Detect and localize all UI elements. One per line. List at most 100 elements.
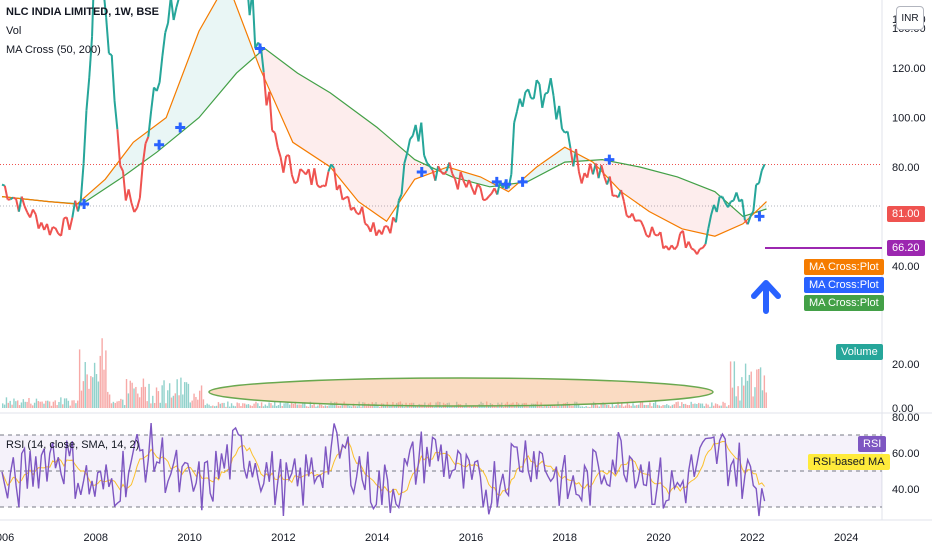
volume-bar	[283, 403, 285, 408]
price-segment	[707, 214, 713, 229]
price-segment	[364, 222, 369, 227]
up-arrow-annotation	[751, 280, 781, 314]
volume-bar	[611, 402, 614, 408]
volume-bar	[709, 406, 711, 408]
volume-bar	[688, 405, 691, 408]
volume-bar	[752, 396, 754, 408]
price-segment	[130, 202, 136, 213]
price-segment	[727, 201, 732, 208]
volume-bar	[30, 403, 32, 408]
volume-bar	[176, 379, 178, 408]
ma50-line	[1, 0, 767, 237]
price-segment	[372, 222, 378, 236]
volume-bar	[116, 401, 118, 408]
volume-bar	[118, 400, 120, 408]
volume-bar	[713, 405, 715, 408]
volume-bar	[272, 405, 274, 408]
price-segment	[268, 91, 274, 131]
price-segment	[561, 128, 566, 134]
volume-bar	[290, 402, 293, 408]
volume-bar	[88, 388, 90, 408]
volume-bar	[108, 394, 111, 408]
price-segment	[133, 207, 138, 213]
ma-cross-marker	[517, 176, 528, 187]
price-segment	[299, 168, 304, 173]
volume-bar	[711, 402, 713, 408]
volume-bar	[174, 393, 176, 408]
volume-bar	[439, 401, 441, 408]
volume-bar	[180, 377, 182, 408]
volume-bar	[208, 404, 210, 408]
volume-bar	[17, 400, 19, 408]
price-segment	[721, 196, 727, 204]
price-segment	[54, 227, 60, 235]
rsi-legend[interactable]: RSI (14, close, SMA, 14, 2)	[6, 439, 140, 451]
volume-bar	[609, 406, 612, 408]
volume-bar	[341, 405, 343, 408]
price-segment	[527, 89, 532, 99]
volume-bar	[287, 402, 289, 408]
volume-bar	[228, 406, 231, 408]
volume-bar	[33, 402, 36, 408]
price-segment	[510, 122, 516, 175]
volume-bar	[217, 402, 220, 408]
volume-bar	[5, 397, 8, 408]
price-segment	[403, 152, 409, 164]
ma-cross-legend[interactable]: MA Cross (50, 200)	[6, 44, 101, 56]
volume-bar	[133, 388, 135, 408]
price-segment	[316, 184, 321, 189]
volume-legend[interactable]: Vol	[6, 25, 22, 37]
volume-bar	[724, 402, 726, 408]
price-segment	[77, 200, 82, 212]
volume-bar	[701, 403, 704, 408]
volume-bar	[728, 405, 730, 408]
volume-bar	[602, 402, 604, 408]
price-segment	[654, 233, 658, 237]
price-segment	[352, 206, 358, 214]
volume-bar	[754, 387, 756, 408]
volume-bar	[440, 406, 443, 408]
volume-bar	[696, 404, 698, 408]
rsi-ma-tag: RSI-based MA	[808, 454, 890, 470]
volume-bar	[561, 405, 563, 408]
volume-bar	[365, 405, 368, 408]
price-segment	[620, 189, 625, 202]
price-segment	[423, 154, 428, 164]
volume-bar	[103, 369, 105, 408]
volume-bar	[480, 401, 482, 408]
volume-bar	[285, 402, 287, 408]
price-segment	[164, 22, 169, 34]
price-segment	[575, 148, 580, 172]
volume-bar	[305, 406, 308, 408]
price-segment	[119, 165, 124, 172]
price-segment	[150, 87, 155, 112]
price-segment	[538, 84, 544, 108]
volume-bar	[150, 403, 152, 408]
price-segment	[271, 129, 276, 134]
ma-cross-marker	[754, 211, 765, 222]
volume-bar	[244, 403, 246, 408]
volume-bar	[67, 400, 70, 408]
volume-bar	[671, 404, 674, 408]
volume-bar	[681, 402, 683, 408]
volume-bar	[24, 401, 26, 408]
price-segment	[276, 147, 282, 158]
price-tick-label: 100.00	[892, 113, 926, 125]
price-segment	[380, 225, 386, 235]
volume-bar	[296, 404, 298, 408]
volume-bar	[236, 402, 238, 408]
price-segment	[639, 220, 645, 228]
volume-bar	[649, 402, 651, 408]
price-segment	[262, 72, 268, 106]
low-volume-ellipse	[208, 377, 714, 407]
volume-bar	[15, 401, 17, 408]
volume-bar	[707, 404, 709, 408]
price-segment	[409, 135, 414, 140]
price-segment	[622, 201, 628, 216]
price-segment	[347, 196, 352, 211]
price-segment	[535, 79, 541, 85]
volume-bar	[628, 404, 630, 408]
currency-button[interactable]: INR	[896, 6, 924, 30]
volume-bar	[227, 401, 229, 408]
